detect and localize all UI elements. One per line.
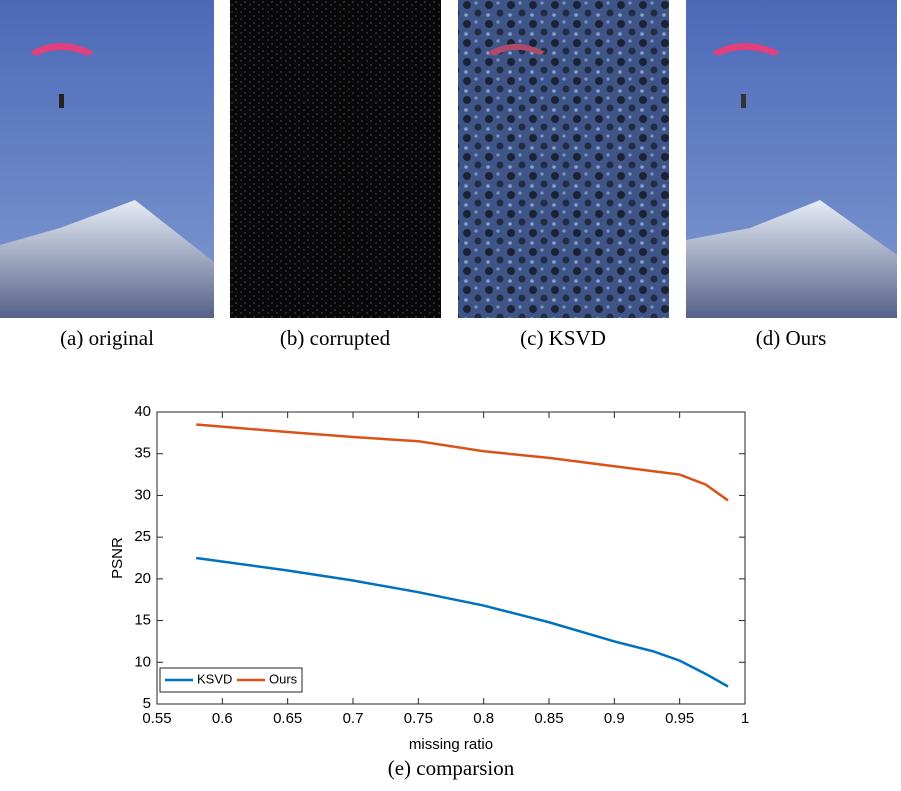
x-tick-label: 0.65 bbox=[273, 710, 302, 727]
caption: (a) original bbox=[60, 326, 154, 350]
caption: (e) comparsion bbox=[388, 756, 515, 780]
x-tick-label: 0.85 bbox=[534, 710, 563, 727]
x-tick-label: 0.6 bbox=[212, 710, 233, 727]
line bbox=[196, 556, 729, 688]
image-ours bbox=[686, 0, 897, 318]
line bbox=[196, 423, 729, 502]
axes-box bbox=[156, 411, 746, 705]
x-axis-label: missing ratio bbox=[409, 736, 493, 753]
legend-label: KSVD bbox=[197, 671, 232, 686]
y-tick-label: 25 bbox=[134, 528, 151, 545]
y-tick-label: 20 bbox=[134, 570, 151, 587]
x-tick-label: 0.7 bbox=[343, 710, 364, 727]
x-tick-label: 0.8 bbox=[473, 710, 494, 727]
x-tick-label: 0.9 bbox=[604, 710, 625, 727]
image-corrupted bbox=[230, 0, 441, 318]
y-axis-label: PSNR bbox=[109, 537, 126, 579]
y-tick-label: 40 bbox=[134, 403, 151, 420]
y-tick-label: 15 bbox=[134, 612, 151, 629]
y-tick-label: 10 bbox=[134, 653, 151, 670]
image-original bbox=[0, 0, 214, 318]
image-ksvd bbox=[458, 0, 669, 318]
y-tick-label: 30 bbox=[134, 486, 151, 503]
x-tick-label: 0.95 bbox=[665, 710, 694, 727]
caption: (d) Ours bbox=[756, 326, 827, 350]
x-tick-label: 0.75 bbox=[404, 710, 433, 727]
x-tick-label: 0.55 bbox=[142, 710, 171, 727]
caption: (b) corrupted bbox=[280, 326, 391, 350]
caption: (c) KSVD bbox=[520, 326, 606, 350]
y-tick-label: 35 bbox=[134, 445, 151, 462]
y-tick-label: 5 bbox=[143, 695, 151, 712]
x-tick-label: 1 bbox=[741, 710, 749, 727]
legend-label: Ours bbox=[269, 671, 298, 686]
